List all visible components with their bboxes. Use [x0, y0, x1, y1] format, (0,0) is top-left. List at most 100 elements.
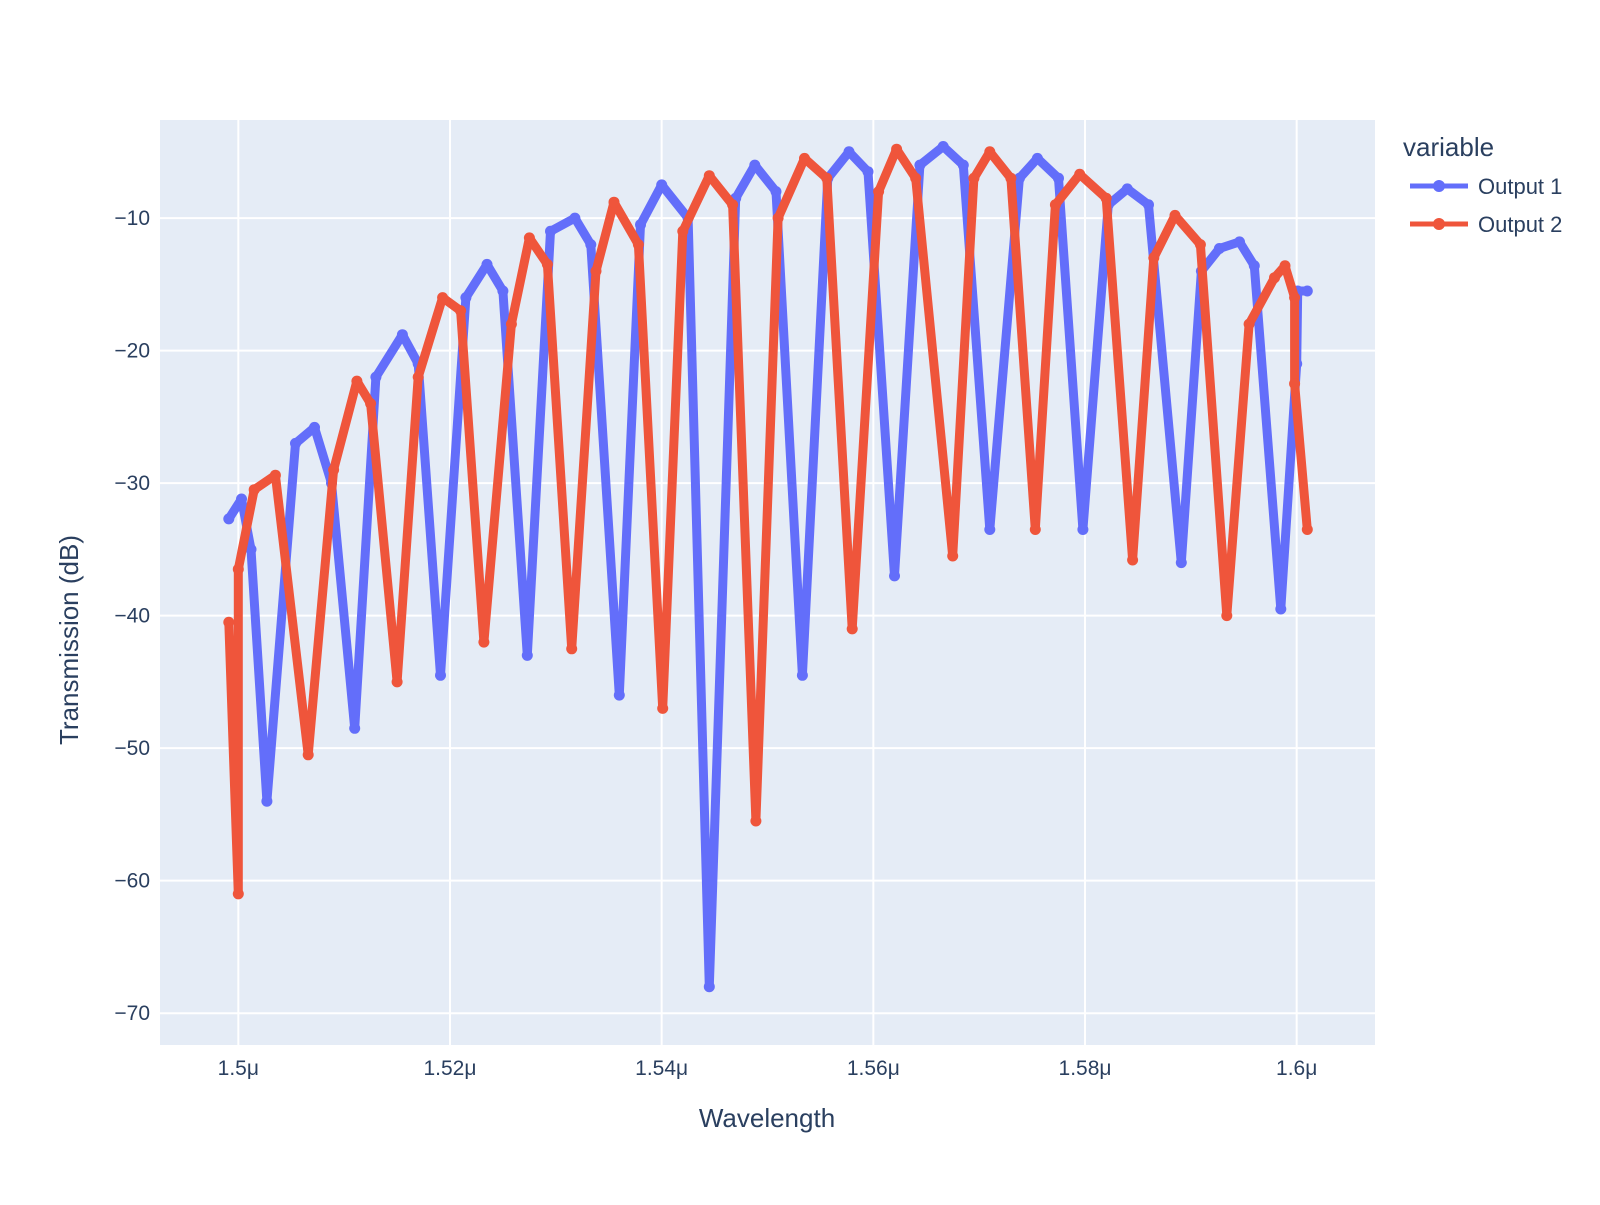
data-point [1248, 260, 1260, 272]
data-point [1269, 272, 1280, 284]
data-point [460, 292, 472, 304]
data-point [1077, 524, 1089, 535]
legend-title: variable [1403, 132, 1494, 162]
x-tick-label: 1.54μ [635, 1057, 688, 1080]
legend-label: Output 1 [1478, 174, 1562, 199]
data-point [1074, 168, 1086, 180]
data-point [590, 265, 602, 277]
x-tick-label: 1.56μ [847, 1057, 900, 1080]
data-point [481, 258, 493, 270]
y-tick-label: −60 [114, 870, 150, 893]
data-point [749, 159, 761, 171]
data-point [937, 141, 949, 152]
series-layer [223, 141, 1313, 993]
data-point [727, 199, 739, 211]
tick-labels: 1.5μ 1.52μ 1.54μ 1.56μ 1.58μ 1.6μ −10 −20 −30 −40… [114, 207, 1317, 1080]
data-point [1234, 236, 1245, 248]
data-point [351, 375, 363, 387]
data-point [957, 159, 969, 171]
data-point [1175, 557, 1187, 569]
data-point [396, 329, 408, 341]
y-tick-label: −40 [114, 605, 150, 628]
data-point [437, 292, 449, 304]
data-point [656, 179, 668, 191]
data-point [873, 186, 885, 198]
data-point [566, 643, 578, 655]
data-point [478, 636, 490, 648]
legend-item[interactable]: Output 2 [1410, 212, 1562, 237]
data-point [914, 159, 926, 171]
y-axis-title: Transmission (dB) [54, 535, 84, 745]
data-point [947, 550, 959, 562]
x-tick-label: 1.52μ [423, 1057, 476, 1080]
data-point [365, 398, 377, 410]
data-point [1005, 172, 1017, 184]
data-point [1169, 209, 1181, 221]
data-point [635, 219, 646, 231]
data-point [1243, 318, 1255, 330]
data-point [521, 649, 533, 661]
x-tick-label: 1.58μ [1059, 1057, 1112, 1080]
data-point [1029, 524, 1041, 535]
data-point [223, 616, 235, 628]
data-point [1049, 199, 1061, 211]
data-point [889, 570, 900, 582]
data-point [910, 172, 922, 184]
data-point [1031, 152, 1043, 164]
data-point [585, 239, 597, 251]
series-line [224, 144, 1312, 899]
legend-swatch-marker [1433, 180, 1445, 192]
data-point [1143, 199, 1154, 211]
x-tick-label: 1.6μ [1276, 1057, 1317, 1080]
y-tick-label: −30 [114, 472, 150, 495]
legend-items: Output 1 Output 2 [1410, 174, 1562, 237]
data-point [236, 493, 247, 505]
data-point [505, 318, 517, 330]
legend-item[interactable]: Output 1 [1410, 174, 1562, 199]
data-point [569, 212, 581, 224]
data-point [891, 143, 903, 155]
legend: variable Output 1 Output 2 [1403, 132, 1562, 237]
data-point [435, 669, 446, 681]
data-point [984, 146, 996, 158]
data-point [309, 421, 320, 433]
y-tick-label: −10 [114, 207, 150, 230]
x-axis-title: Wavelength [699, 1103, 835, 1133]
data-point [412, 371, 424, 383]
data-point [232, 563, 244, 575]
data-point [391, 676, 403, 688]
data-point [1289, 378, 1301, 390]
data-point [455, 305, 467, 317]
data-point [608, 196, 620, 208]
data-point [1301, 285, 1313, 297]
series-2 [223, 143, 1313, 900]
data-point [1100, 192, 1112, 204]
data-point [843, 146, 855, 158]
data-point [1053, 172, 1064, 184]
data-point [846, 623, 858, 635]
data-point [1121, 183, 1133, 195]
data-point [703, 170, 715, 182]
legend-swatch-marker [1433, 218, 1445, 230]
x-tick-label: 1.5μ [218, 1057, 259, 1080]
data-point [1127, 554, 1139, 566]
data-point [261, 795, 273, 807]
data-point [245, 543, 257, 555]
data-point [632, 239, 644, 251]
data-point [1194, 239, 1206, 251]
series-line [224, 142, 1312, 992]
data-point [349, 722, 361, 734]
data-point [223, 513, 235, 525]
data-point [862, 166, 874, 178]
data-point [1279, 260, 1291, 272]
data-point [1213, 243, 1225, 254]
data-point [232, 888, 244, 900]
data-point [545, 225, 556, 237]
data-point [1221, 610, 1233, 622]
data-point [796, 669, 808, 681]
y-tick-label: −20 [114, 340, 150, 363]
legend-label: Output 2 [1478, 212, 1562, 237]
data-point [541, 258, 553, 270]
data-point [1301, 524, 1313, 535]
